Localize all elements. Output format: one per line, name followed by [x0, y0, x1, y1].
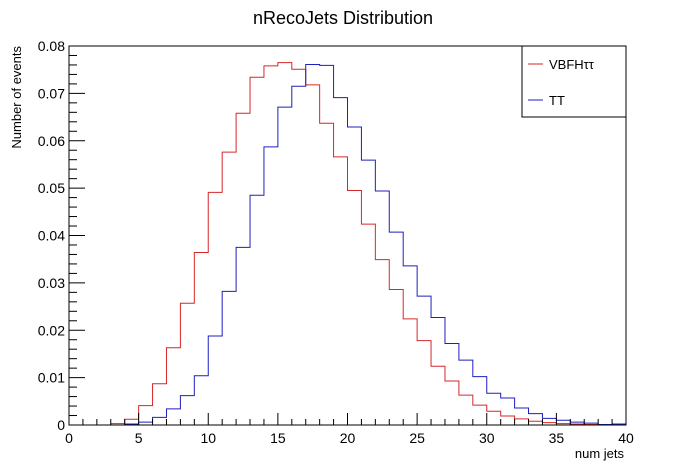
x-tick-label: 30 [479, 430, 495, 446]
legend: VBFHττ TT [521, 45, 627, 118]
x-tick-label: 35 [549, 430, 565, 446]
y-tick-label: 0.01 [38, 370, 65, 386]
x-tick-label: 25 [409, 430, 425, 446]
series-line-tt [69, 63, 626, 426]
legend-label-vbfhtautau: VBFHττ [549, 57, 595, 72]
legend-box [521, 45, 627, 118]
y-tick-label: 0.05 [38, 180, 65, 196]
y-tick-label: 0.07 [38, 85, 65, 101]
x-tick-label: 10 [200, 430, 216, 446]
y-tick-label: 0.06 [38, 133, 65, 149]
x-axis-label: num jets [575, 446, 625, 461]
y-tick-label: 0.03 [38, 275, 65, 291]
x-tick-label: 0 [65, 430, 73, 446]
x-tick-label: 5 [135, 430, 143, 446]
y-axis: 0 0.01 0.02 0.03 0.04 0.05 0.06 0.07 0.08 [38, 38, 85, 433]
legend-label-tt: TT [549, 93, 565, 108]
x-axis: 0 5 10 15 20 25 30 35 40 [65, 413, 634, 446]
chart-title: nRecoJets Distribution [253, 8, 433, 28]
x-tick-label: 20 [340, 430, 356, 446]
x-tick-label: 40 [618, 430, 634, 446]
y-tick-label: 0.08 [38, 38, 65, 54]
y-axis-label: Number of events [9, 46, 24, 149]
x-tick-label: 15 [270, 430, 286, 446]
y-tick-label: 0.04 [38, 228, 65, 244]
y-tick-label: 0 [57, 417, 65, 433]
y-tick-label: 0.02 [38, 322, 65, 338]
